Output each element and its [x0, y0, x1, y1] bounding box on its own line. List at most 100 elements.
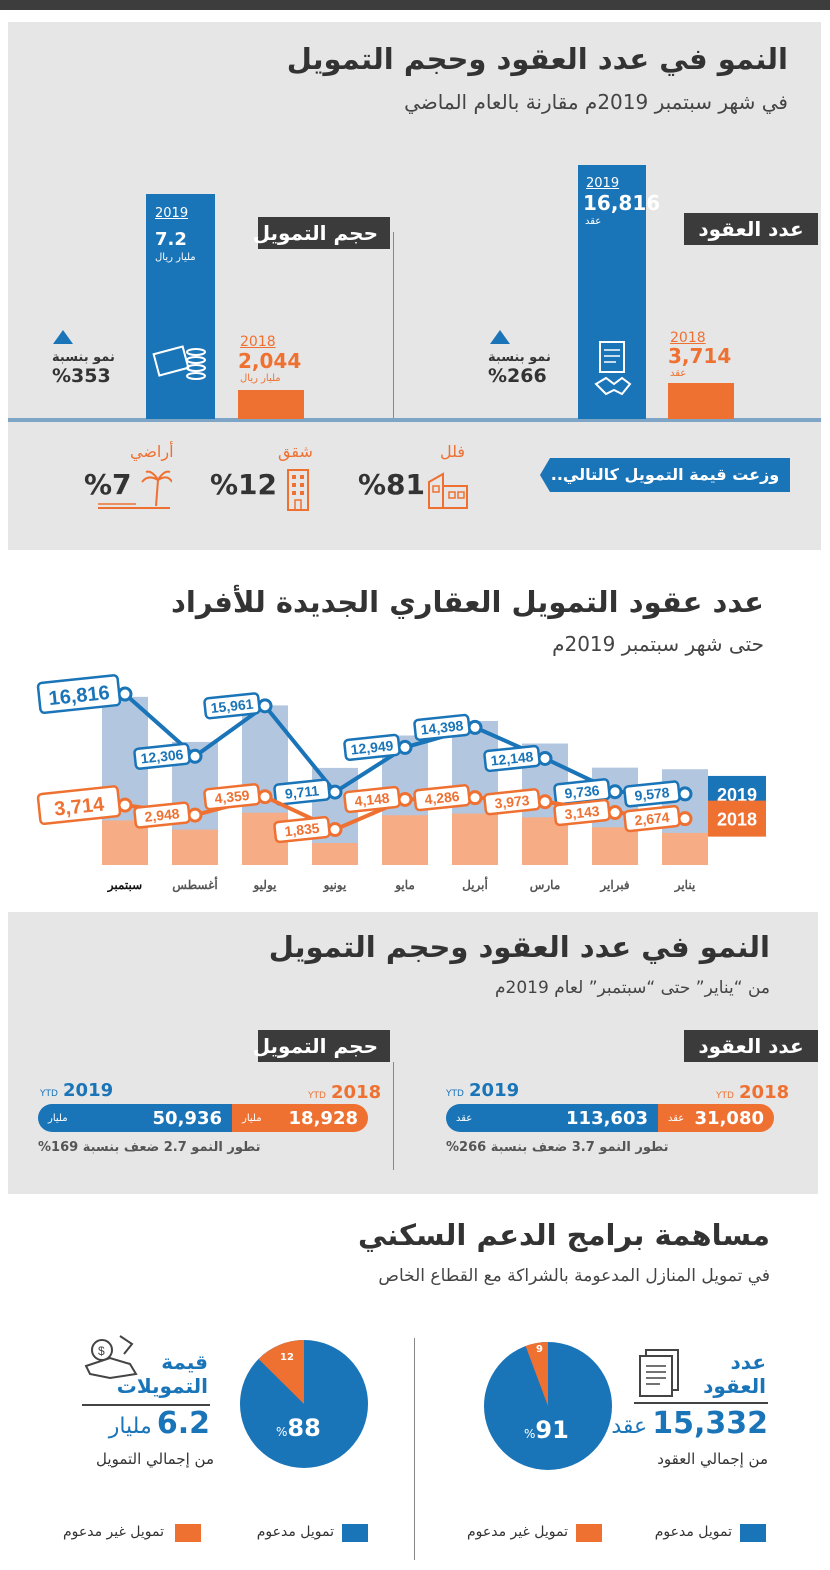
data-label: 3,973 — [494, 792, 531, 812]
bar-2018 — [452, 813, 498, 865]
ytd-contracts-2018-unit: عقد — [668, 1112, 685, 1124]
financing-2019-year: 2019 — [155, 206, 189, 221]
ytd-contracts-2019-value: 113,603 — [566, 1107, 648, 1129]
data-label-box — [273, 815, 331, 844]
data-label: 4,286 — [424, 788, 461, 808]
data-label-box — [413, 784, 471, 812]
ytd-2018-year-text: 2018 — [739, 1082, 790, 1103]
ytd-financing-2018-segment: 18,928 مليار — [232, 1104, 368, 1132]
financing-total-value: 6.2 — [156, 1406, 210, 1441]
series-point-2018 — [327, 822, 343, 838]
dist-land-name: أراضي — [130, 442, 174, 461]
ytd-financing-2018-unit: مليار — [242, 1112, 262, 1124]
series-point-2018 — [677, 811, 693, 827]
x-tick-label: سبتمبر — [107, 878, 142, 893]
financing-supported-value: 88 — [287, 1414, 321, 1442]
contracts-2019-value: 16,816 — [583, 191, 661, 215]
financing-2018-bar — [238, 390, 304, 419]
ytd-contracts-2018-year: YTD 2018 — [716, 1082, 789, 1103]
contracts-pie-supported-label: %91 — [524, 1416, 569, 1444]
ytd-financing-2018-value: 18,928 — [288, 1107, 358, 1129]
legend-unsupported-label: تمويل غير مدعوم — [63, 1524, 164, 1540]
contracts-card-rule — [634, 1402, 768, 1404]
financing-card-value-line: 6.2 مليار — [109, 1406, 210, 1441]
ytd-financing-label: حجم التمويل — [253, 1030, 390, 1062]
ytd-2018-year-text: 2018 — [331, 1082, 382, 1103]
legend-unsupported-label: تمويل غير مدعوم — [467, 1524, 568, 1540]
financing-label: حجم التمويل — [253, 217, 390, 249]
data-label-box — [273, 778, 331, 806]
ytd-2019-year-text: 2019 — [63, 1080, 114, 1101]
bar-2018 — [382, 815, 428, 865]
legend-supported-label: تمويل مدعوم — [256, 1524, 334, 1540]
ytd-2019-year-text: 2019 — [469, 1080, 520, 1101]
data-label: 4,148 — [354, 790, 391, 810]
ytd-contracts-label: عدد العقود — [684, 1030, 818, 1062]
dist-villa-name: فلل — [440, 442, 466, 461]
series-point-2018 — [397, 791, 413, 807]
legend-supported-swatch — [740, 1524, 766, 1542]
series-point-2019 — [187, 748, 203, 764]
x-tick-label: فبراير — [599, 878, 630, 893]
monthly-contracts-chart: يناير فبراير مارس أبريل مايو يونيو يوليو أغسطس س… — [36, 674, 766, 893]
data-label: 12,949 — [350, 737, 394, 757]
section4-divider — [414, 1338, 415, 1560]
financing-2018-unit: مليار ريال — [240, 373, 281, 384]
series-point-2019 — [607, 784, 623, 800]
data-label-box — [413, 713, 471, 742]
ytd-contracts-2019-segment: 113,603 عقد — [446, 1104, 658, 1132]
contracts-growth-value: %266 — [488, 365, 547, 387]
ytd-label: YTD — [446, 1089, 464, 1099]
building-icon — [287, 469, 309, 511]
bar-2018 — [172, 829, 218, 865]
series-point-2018 — [187, 807, 203, 823]
dist-land-value: %7 — [84, 468, 132, 501]
section4-subtitle: في تمويل المنازل المدعومة بالشراكة مع ال… — [378, 1266, 770, 1286]
contracts-2018-bar — [668, 383, 734, 419]
data-label-box — [343, 733, 401, 762]
section2-subtitle: حتى شهر سبتمبر 2019م — [552, 632, 764, 656]
contracts-card-label2: العقود — [703, 1374, 766, 1398]
contracts-total-unit: عقد — [611, 1414, 648, 1439]
financing-2019-bar — [146, 194, 215, 419]
x-tick-label: أبريل — [462, 877, 488, 893]
data-label: 3,143 — [564, 803, 601, 823]
money-hand-icon: $ — [84, 1335, 138, 1380]
ytd-contracts-2019-year: YTD 2019 — [446, 1080, 519, 1101]
contracts-2018-unit: عقد — [670, 368, 687, 379]
series-point-2019 — [467, 719, 483, 735]
ytd-label: YTD — [716, 1091, 734, 1101]
financing-pie-supported-label: %88 — [276, 1414, 321, 1442]
ytd-label: YTD — [308, 1091, 326, 1101]
data-label-box — [343, 785, 401, 814]
contracts-2018-year: 2018 — [670, 330, 706, 346]
data-label: 9,711 — [284, 782, 320, 802]
series-point-2018 — [537, 794, 553, 810]
bar-2018 — [312, 842, 358, 865]
data-label-box — [36, 674, 122, 714]
series-point-2019 — [327, 784, 343, 800]
financing-growth-value: %353 — [52, 365, 111, 387]
data-label-box — [203, 692, 261, 720]
series-point-2019 — [257, 698, 273, 714]
data-label: 12,148 — [490, 748, 534, 768]
ytd-label: YTD — [40, 1089, 58, 1099]
x-tick-label: يوليو — [252, 878, 277, 893]
financing-card-rule — [82, 1404, 210, 1406]
series-point-2018 — [257, 789, 273, 805]
financing-total-unit: مليار — [108, 1414, 152, 1439]
contracts-supported-value: 91 — [535, 1416, 569, 1444]
data-label: 2,674 — [634, 809, 671, 829]
data-label-box — [623, 780, 681, 808]
section1-title: النمو في عدد العقود وحجم التمويل — [286, 42, 788, 76]
data-label: 4,359 — [214, 787, 251, 807]
financing-growth-label: نمو بنسبة — [52, 350, 115, 365]
pct-sign: % — [276, 1425, 288, 1439]
contracts-label: عدد العقود — [684, 213, 818, 245]
contracts-pie-unsupported-label: 9 — [536, 1344, 543, 1355]
data-label: 2,948 — [144, 805, 181, 825]
data-label: 9,736 — [564, 782, 601, 802]
data-label-box — [36, 785, 122, 826]
pie-unsupported-slice — [525, 1341, 548, 1406]
ytd-contracts-growth: تطور النمو 3.7 ضعف بنسبة 266% — [446, 1140, 669, 1155]
